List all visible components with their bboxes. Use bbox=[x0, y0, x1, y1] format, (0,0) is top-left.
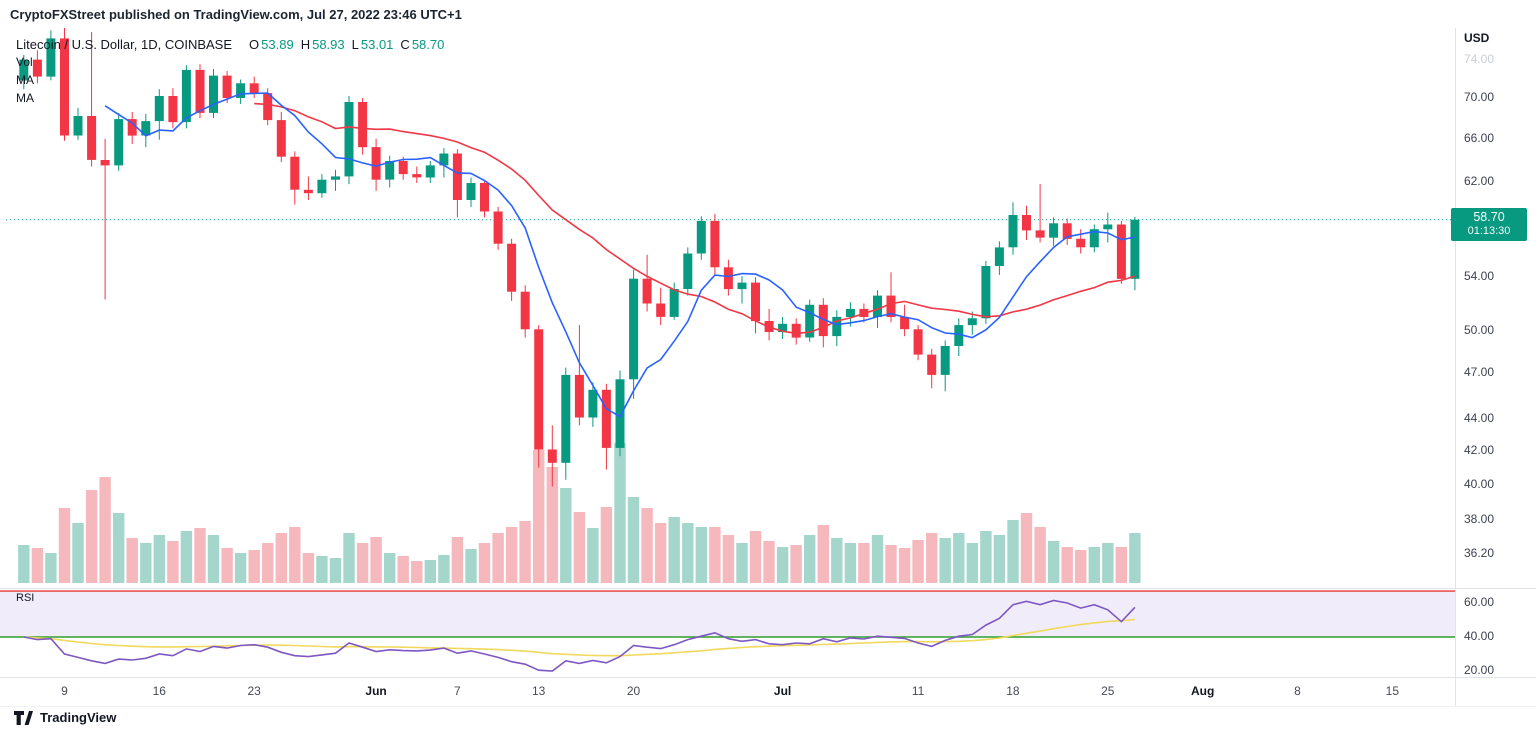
footer-brand: TradingView bbox=[14, 710, 116, 725]
time-axis-label: Aug bbox=[1190, 684, 1215, 698]
indicator-ma-1[interactable]: MA bbox=[16, 73, 34, 87]
rsi-axis-label: 40.00 bbox=[1464, 629, 1495, 643]
rsi-indicator-label[interactable]: RSI bbox=[16, 592, 35, 604]
attribution-text: CryptoFXStreet published on TradingView.… bbox=[10, 6, 462, 22]
tradingview-brand-text[interactable]: TradingView bbox=[40, 710, 117, 725]
time-axis-label: 25 bbox=[1101, 684, 1115, 698]
close-label: C bbox=[400, 37, 410, 52]
bar-countdown-timer: 01:13:30 bbox=[1467, 224, 1511, 237]
price-axis-label: 42.00 bbox=[1464, 443, 1495, 458]
time-axis-label: Jun bbox=[365, 684, 387, 698]
price-axis-label: 70.00 bbox=[1464, 90, 1495, 104]
high-value: 58.93 bbox=[312, 37, 345, 52]
chart-legend: Litecoin / U.S. Dollar, 1D, COINBASE O 53.… bbox=[16, 37, 444, 107]
open-value: 53.89 bbox=[261, 37, 294, 52]
time-axis-label: 16 bbox=[152, 684, 166, 698]
price-axis-label: 74.00 bbox=[1464, 51, 1495, 66]
price-axis-label: 54.00 bbox=[1464, 269, 1495, 284]
price-axis-label: 40.00 bbox=[1464, 476, 1495, 491]
indicator-volume[interactable]: Vol bbox=[16, 55, 33, 69]
price-axis-label: 36.20 bbox=[1464, 545, 1495, 560]
time-axis-label: 8 bbox=[1294, 684, 1301, 698]
tradingview-logo-icon[interactable] bbox=[14, 710, 33, 725]
time-axis-label: 20 bbox=[626, 684, 641, 698]
price-axis[interactable]: USD 58.70 01:13:30 74.00 70.00 66.00 62.00 5… bbox=[1451, 0, 1536, 706]
time-axis-label: 7 bbox=[454, 684, 461, 698]
last-price-value: 58.70 bbox=[1473, 209, 1505, 224]
price-axis-label: 38.00 bbox=[1464, 512, 1495, 527]
time-axis[interactable]: 9 16 23 Jun 7 13 20 Jul 11 18 25 Aug 8 15 bbox=[0, 677, 1455, 706]
close-value: 58.70 bbox=[411, 37, 445, 52]
price-axis-label: 44.00 bbox=[1464, 411, 1495, 426]
time-axis-label: 18 bbox=[1006, 684, 1020, 698]
time-axis-label: 13 bbox=[532, 684, 546, 698]
indicator-ma-2[interactable]: MA bbox=[16, 91, 34, 105]
last-price-badge: 58.70 01:13:30 bbox=[1451, 207, 1527, 241]
rsi-axis-label: 60.00 bbox=[1464, 595, 1495, 609]
time-axis-label: 23 bbox=[247, 684, 261, 698]
time-axis-label: 15 bbox=[1385, 684, 1400, 698]
attribution-bar: CryptoFXStreet published on TradingView.… bbox=[0, 0, 1536, 28]
time-axis-label: 9 bbox=[61, 684, 68, 698]
currency-label: USD bbox=[1464, 31, 1490, 45]
price-axis-label: 50.00 bbox=[1464, 322, 1495, 337]
price-axis-label: 47.00 bbox=[1464, 365, 1495, 380]
ohlc-values: O 53.89 H 58.93 L 53.01 C 58.70 bbox=[242, 37, 444, 52]
rsi-axis-label: 20.00 bbox=[1464, 663, 1495, 677]
time-axis-label: 11 bbox=[911, 684, 925, 698]
time-axis-label: Jul bbox=[773, 684, 792, 698]
open-label: O bbox=[249, 37, 260, 52]
price-axis-label: 66.00 bbox=[1464, 130, 1495, 145]
price-axis-label: 62.00 bbox=[1464, 173, 1495, 188]
high-label: H bbox=[300, 37, 311, 52]
symbol-title[interactable]: Litecoin / U.S. Dollar, 1D, COINBASE bbox=[16, 37, 233, 52]
low-value: 53.01 bbox=[360, 37, 394, 52]
low-label: L bbox=[351, 37, 359, 52]
